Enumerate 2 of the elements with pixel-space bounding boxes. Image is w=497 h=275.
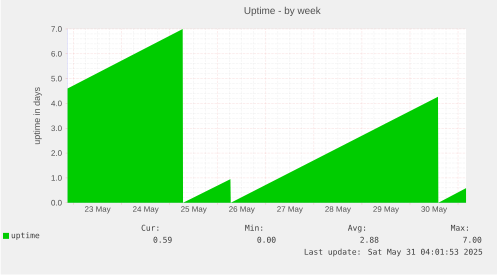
chart-title: Uptime - by week xyxy=(244,6,321,16)
y-axis-title: uptime in days xyxy=(33,87,42,144)
